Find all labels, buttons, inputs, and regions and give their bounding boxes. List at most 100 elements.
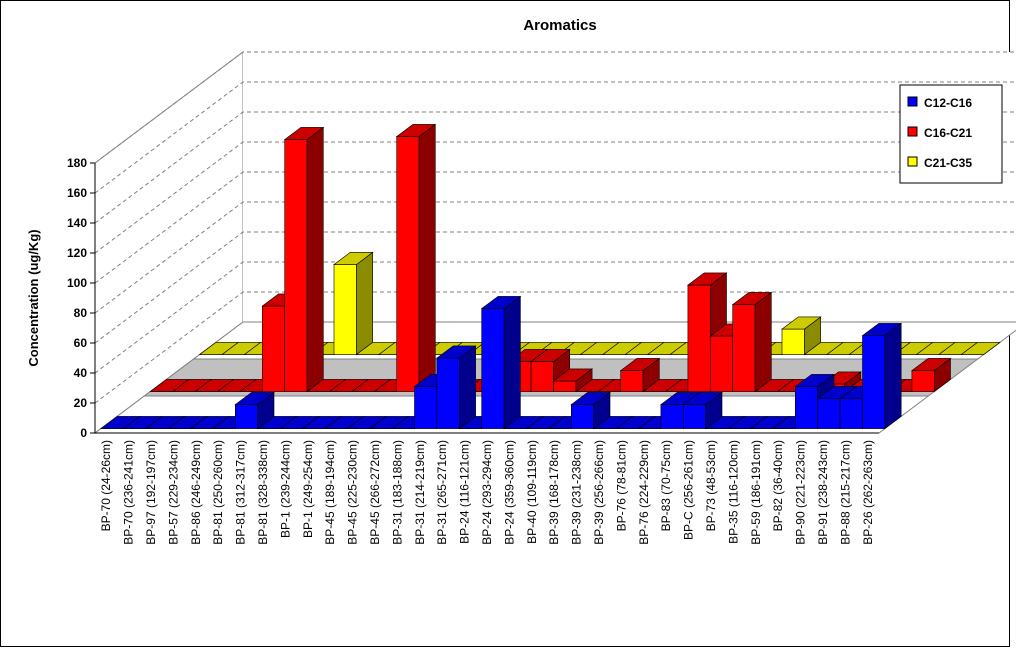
bar-front	[414, 386, 438, 429]
grid-line	[94, 261, 1016, 374]
bar	[682, 391, 723, 430]
bar-front	[333, 264, 357, 355]
bar-front	[709, 335, 734, 392]
x-tick-label: BP-45 (266-272cm)	[368, 440, 382, 545]
bar-top	[333, 252, 374, 265]
bar-front	[570, 404, 595, 429]
bar-top	[960, 342, 1001, 355]
x-tick-label: BP-73 (48-53cm)	[704, 440, 718, 531]
x-tick-label: BP-35 (116-120cm)	[726, 440, 740, 544]
legend-swatch	[907, 96, 918, 107]
bar-top	[781, 316, 822, 330]
y-tick-label: 80	[74, 306, 88, 320]
bar-front	[530, 361, 554, 392]
y-tick-label: 140	[67, 216, 87, 230]
x-tick-label: BP-C (256-261cm)	[682, 440, 696, 540]
legend-swatch	[907, 156, 918, 167]
bar-side	[754, 291, 772, 393]
bar-front	[781, 328, 805, 355]
back-wall	[243, 52, 1016, 322]
x-tick-label: BP-86 (246-249cm)	[189, 440, 203, 545]
x-tick-label: BP-1 (249-254cm)	[301, 440, 315, 538]
bar-side	[306, 126, 324, 393]
x-tick-label: BP-45 (225-230cm)	[346, 440, 360, 545]
bar-front	[682, 404, 707, 429]
bar	[333, 251, 374, 356]
x-tick-label: BP-24 (293-294cm)	[480, 440, 494, 545]
bar-side	[503, 295, 521, 430]
bar-front	[732, 304, 756, 392]
bar	[731, 291, 773, 393]
bar-front	[911, 370, 935, 392]
grid-line	[94, 141, 1016, 254]
bar-side	[356, 251, 374, 356]
bar-front	[436, 357, 460, 429]
x-tick-label: BP-24 (116-121cm)	[458, 440, 472, 544]
bar-top	[234, 392, 275, 405]
x-tick-label: BP-40 (109-119cm)	[525, 440, 539, 544]
legend-label: C21-C35	[924, 156, 972, 170]
bar-top	[552, 368, 593, 382]
x-tick-label: BP-83 (70-75cm)	[659, 440, 673, 531]
bar-front	[553, 380, 577, 392]
bar	[283, 126, 325, 393]
grid-line	[94, 171, 1016, 284]
bar	[861, 322, 903, 430]
bar-top	[435, 345, 477, 359]
bar-top	[911, 358, 952, 371]
legend-label: C12-C16	[924, 96, 972, 110]
bar-top	[480, 296, 522, 309]
bar	[435, 345, 477, 430]
x-tick-label: BP-91 (238-243cm)	[816, 440, 830, 545]
x-tick-label: BP-81 (312-317cm)	[234, 440, 248, 545]
x-tick-label: BP-88 (215-217cm)	[838, 440, 852, 545]
legend-label: C16-C21	[924, 126, 972, 140]
bar-front	[284, 139, 308, 392]
bar	[570, 391, 611, 430]
x-tick-label: BP-82 (36-40cm)	[771, 440, 785, 531]
bar-front	[481, 308, 505, 429]
bar-side	[418, 123, 436, 393]
x-tick-label: BP-31 (265-271cm)	[435, 440, 449, 545]
y-tick-label: 160	[67, 186, 87, 200]
x-tick-label: BP-81 (328-338cm)	[256, 440, 270, 545]
legend-swatch	[907, 126, 918, 137]
y-tick-label: 120	[67, 246, 87, 260]
bar-top	[861, 323, 903, 336]
x-tick-label: BP-59 (186-191cm)	[749, 440, 763, 545]
bar-top	[682, 392, 723, 405]
x-tick-label: BP-70 (236-241cm)	[122, 440, 136, 545]
grid-line	[94, 231, 1016, 344]
x-tick-label: BP-24 (359-360cm)	[502, 440, 516, 545]
x-tick-label: BP-39 (168-178cm)	[547, 440, 561, 545]
bar-top	[619, 358, 661, 371]
y-tick-label: 100	[67, 276, 87, 290]
bar-front	[261, 305, 286, 392]
x-tick-label: BP-70 (24-26cm)	[99, 440, 113, 531]
bar	[960, 342, 1001, 355]
x-tick-label: BP-90 (221-223cm)	[794, 440, 808, 545]
bar-front	[235, 404, 259, 429]
grid-line	[94, 81, 1016, 194]
y-axis-title: Concentration (ug/Kg)	[26, 229, 41, 366]
grid-line	[94, 291, 1016, 404]
bar-front	[817, 398, 841, 429]
y-tick-label: 20	[74, 396, 88, 410]
bar	[480, 295, 522, 430]
y-tick-label: 60	[74, 336, 88, 350]
bar-front	[687, 284, 711, 392]
bar-top	[283, 127, 325, 140]
grid-line	[94, 51, 1016, 164]
x-tick-label: BP-39 (256-266cm)	[592, 440, 606, 545]
x-tick-label: BP-31 (183-188cm)	[390, 440, 404, 545]
bar-front	[862, 335, 886, 429]
x-tick-label: BP-76 (224-229cm)	[637, 440, 651, 545]
bar-front	[660, 404, 684, 429]
bar-top	[570, 392, 611, 405]
grid-line	[94, 201, 1016, 314]
x-tick-label: BP-31 (214-219cm)	[413, 440, 427, 545]
bar-top	[687, 272, 728, 286]
bar-top	[794, 374, 835, 387]
